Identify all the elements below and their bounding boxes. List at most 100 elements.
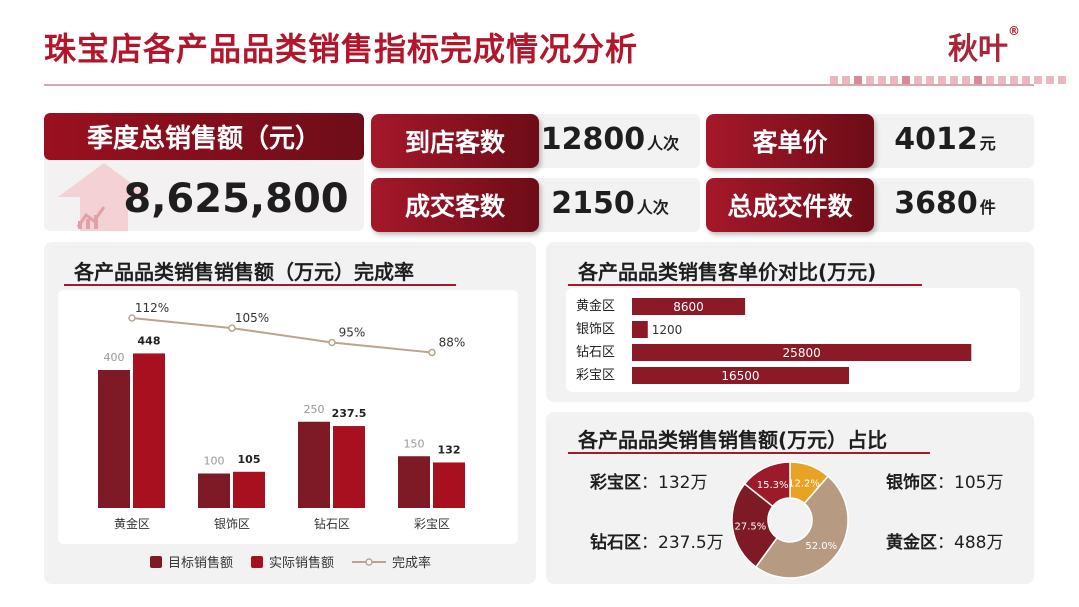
actual-bar [133,353,165,508]
legend-rate-swatch [352,557,387,566]
deal-customers-label: 成交客数 [371,178,539,232]
donut-slice-label: 12.2% [788,479,820,490]
unit-price-category: 黄金区 [576,298,615,314]
total-items-box: 3680 件 [856,178,1034,232]
pie-label-yinshi-sep: ： [937,473,954,493]
avg-order-value-unit: 元 [979,134,996,153]
donut-slice-label: 27.5% [734,521,766,532]
legend-target-swatch [150,555,162,568]
actual-bar-label: 237.5 [332,407,367,420]
target-bar [298,421,330,508]
actual-bar-label: 448 [138,334,161,347]
category-tick-label: 黄金区 [114,516,150,531]
deal-customers-unit: 人次 [636,198,669,217]
unit-price-value-label: 1200 [652,323,683,337]
total-sales-card: 季度总销售额（元） [44,113,364,231]
brand-logo: 秋叶® [948,24,1020,68]
legend-actual-label: 实际销售额 [269,556,335,571]
title-divider [44,84,1034,86]
pie-label-huangjin-value: 488万 [954,533,1004,553]
total-items-label: 总成交件数 [706,178,874,232]
category-tick-label: 钻石区 [314,516,350,531]
target-bar-label: 150 [404,437,425,450]
legend-rate: 完成率 [352,552,431,571]
sales-share-title-line [568,452,930,454]
unit-price-value-label: 25800 [783,346,821,360]
sales-share-donut: 12.2% 52.0% 27.5% 15.3% [731,461,849,579]
unit-price-category: 钻石区 [576,345,615,360]
growth-arrow-icon [58,163,150,231]
brand-name: 秋叶 [948,32,1008,67]
legend-rate-label: 完成率 [392,556,432,571]
unit-price-title: 各产品品类销售客单价对比(万元) [578,260,877,284]
pie-label-caibao-name: 彩宝区 [590,473,641,493]
unit-price-bar [632,321,648,338]
completion-rate-label: 112% [135,301,169,315]
pie-label-caibao: 彩宝区：132万 [590,468,707,493]
avg-order-value-value: 4012 [894,122,978,157]
unit-price-title-line [568,284,922,286]
pie-label-yinshi-name: 银饰区 [886,473,937,493]
pie-label-zuanshi-sep: ： [641,533,658,553]
total-items-value: 3680 [894,186,978,221]
store-visitors-unit: 人次 [647,134,680,153]
unit-price-bar [632,367,849,384]
total-sales-label: 季度总销售额（元） [44,113,364,160]
avg-order-value-label: 客单价 [706,114,874,168]
actual-bar-label: 132 [438,443,461,456]
actual-bar-label: 105 [238,453,261,466]
donut-slice [754,475,849,579]
completion-rate-line [131,317,433,354]
sales-completion-legend: 目标销售额 实际销售额 完成率 [150,552,441,571]
deal-customers-box: 2150 人次 [520,178,700,232]
store-visitors-box: 12800 人次 [520,114,700,168]
completion-rate-label: 95% [339,325,366,339]
unit-price-chart: 黄金区 8600 银饰区 1200 钻石区 25800 彩宝区 16500 [576,298,972,384]
sales-share-title: 各产品品类销售销售额(万元）占比 [578,428,888,452]
store-visitors-value: 12800 [540,122,646,157]
sales-completion-title: 各产品品类销售销售额（万元）完成率 [74,260,414,284]
pie-label-yinshi-value: 105万 [954,473,1004,493]
pie-label-yinshi: 银饰区：105万 [886,468,1003,493]
completion-rate-point [228,324,236,332]
deal-customers-value: 2150 [551,186,635,221]
legend-actual-swatch [251,555,264,568]
unit-price-category: 银饰区 [576,322,615,337]
target-bar [198,473,230,508]
actual-bar [333,426,365,508]
pie-label-zuanshi: 钻石区：237.5万 [590,528,724,553]
pie-label-zuanshi-value: 237.5万 [658,533,724,553]
donut-slice [743,461,791,508]
avg-order-value-box: 4012 元 [856,114,1034,168]
completion-rate-label: 88% [439,336,466,350]
target-bar-label: 250 [304,403,325,416]
decorative-squares [830,76,1066,84]
store-visitors-label: 到店客数 [371,114,539,168]
completion-rate-point [328,338,336,347]
sales-completion-chart: 400 448 黄金区 100 105 银饰区 250 237.5 钻石区 150 132 彩宝区 11… [98,301,466,531]
actual-bar [233,471,265,508]
registered-mark: ® [1008,24,1020,38]
category-tick-label: 彩宝区 [414,517,450,531]
unit-price-category: 彩宝区 [576,368,615,383]
completion-rate-point [428,348,436,357]
pie-label-caibao-sep: ： [641,473,658,493]
donut-slice-label: 52.0% [805,541,837,552]
pie-label-zuanshi-name: 钻石区 [590,533,641,553]
total-items-unit: 件 [979,198,996,217]
page-title: 珠宝店各产品品类销售指标完成情况分析 [44,30,639,68]
unit-price-value-label: 8600 [673,300,704,314]
unit-price-bar [632,344,972,361]
unit-price-bar [632,298,746,315]
legend-target: 目标销售额 [150,552,233,571]
category-tick-label: 银饰区 [214,517,250,531]
pie-label-huangjin: 黄金区：488万 [886,528,1003,553]
target-bar-label: 100 [204,455,225,468]
unit-price-value-label: 16500 [721,369,759,383]
completion-rate-point [128,314,136,322]
pie-label-huangjin-sep: ： [937,533,954,553]
donut-slice-label: 15.3% [757,480,789,491]
pie-label-caibao-value: 132万 [658,473,708,493]
completion-rate-label: 105% [235,311,269,325]
pie-label-huangjin-name: 黄金区 [886,533,937,553]
